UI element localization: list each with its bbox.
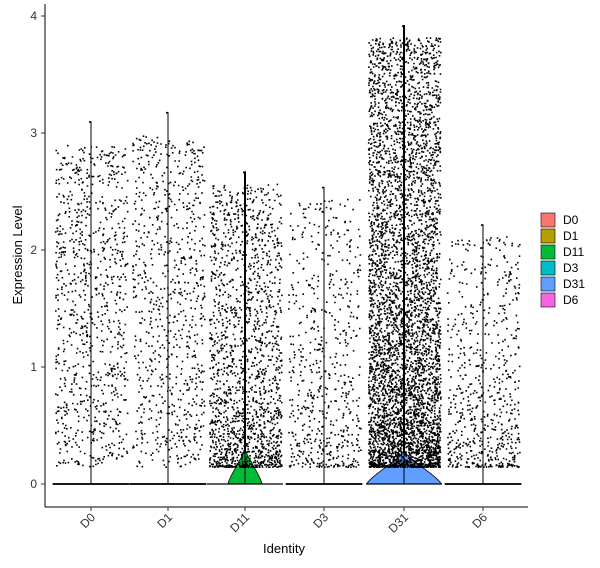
points-D3: [288, 186, 362, 469]
y-tick-label: 2: [30, 243, 37, 257]
x-tick-label: D1: [154, 510, 175, 531]
legend-key-D31: [540, 276, 556, 292]
y-tick-label: 3: [30, 126, 37, 140]
points-D31: [367, 25, 442, 469]
x-axis-title: Identity: [263, 541, 305, 556]
legend-label-D0: D0: [563, 213, 579, 227]
legend-label-D3: D3: [563, 261, 579, 275]
points-D0: [54, 121, 129, 468]
legend-label-D6: D6: [563, 293, 579, 307]
legend: D0 D1 D11 D3 D31 D6: [540, 212, 585, 308]
legend-key-D3: [540, 260, 556, 276]
x-tick-label: D3: [310, 510, 331, 531]
y-axis-title: Expression Level: [10, 205, 25, 304]
points-layer: [54, 25, 521, 469]
points-D1: [132, 111, 206, 469]
legend-key-D0: [540, 212, 556, 228]
legend-key-D1: [540, 228, 556, 244]
y-tick-label: 4: [30, 9, 37, 23]
points-D11: [209, 171, 283, 468]
y-tick-label: 0: [30, 477, 37, 491]
y-axis-ticks: 0 1 2 3 4: [30, 9, 45, 491]
legend-key-D6: [540, 292, 556, 308]
legend-label-D1: D1: [563, 229, 579, 243]
points-D6: [446, 224, 521, 468]
legend-label-D11: D11: [563, 245, 584, 259]
x-tick-label: D6: [469, 510, 490, 531]
x-tick-label: D0: [77, 510, 98, 531]
violins-layer: [52, 24, 522, 485]
x-tick-label: D31: [386, 510, 412, 536]
y-tick-label: 1: [30, 360, 37, 374]
legend-label-D31: D31: [563, 277, 585, 291]
x-tick-label: D11: [227, 510, 252, 535]
legend-key-D11: [540, 244, 556, 260]
x-axis-ticks: D0 D1 D11 D3 D31 D6: [77, 507, 490, 536]
